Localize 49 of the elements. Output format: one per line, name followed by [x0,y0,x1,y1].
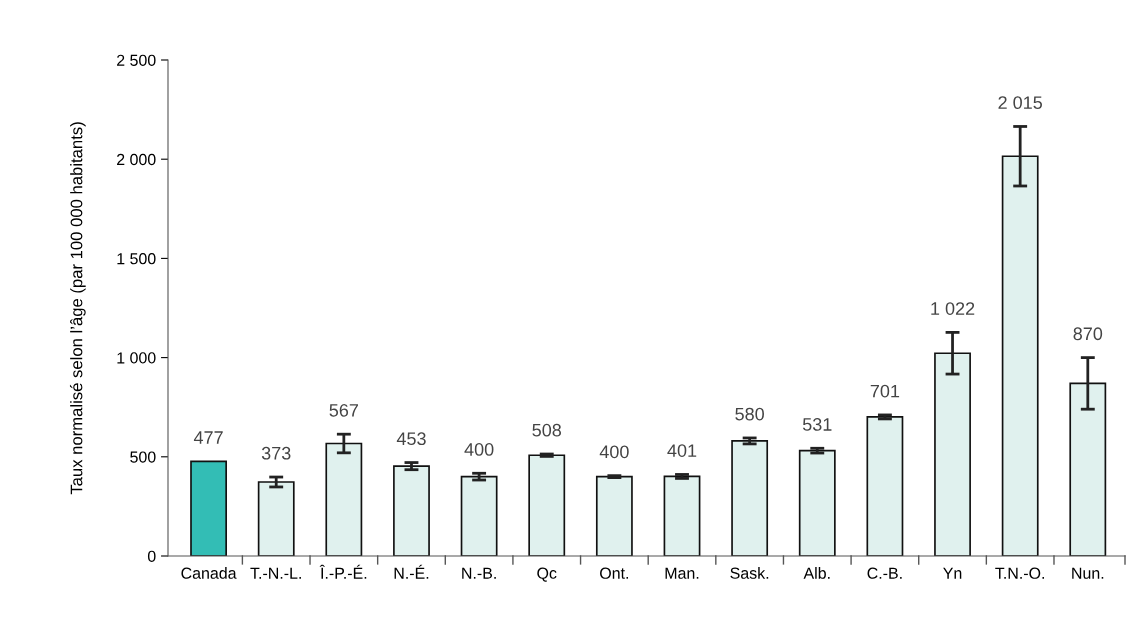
bar [934,352,971,556]
data-label: 453 [396,432,426,446]
y-axis-title: Taux normalisé selon l’âge (par 100 000 habitants) [69,122,86,495]
data-label: 477 [193,431,223,444]
x-tick-label: N.-É. [394,564,429,579]
x-tick-label: Qc [537,567,557,582]
x-tick-label: Canada [181,567,237,579]
x-tick-label: N.-B. [462,567,496,579]
bar [528,454,566,556]
bar [1069,382,1107,556]
x-tick-label: T.-N.-L. [250,567,301,579]
x-tick-label: Man. [665,567,699,579]
data-label: 400 [464,443,494,456]
bar [325,442,363,556]
data-label: 531 [802,418,832,431]
x-tick-label: Nun. [1072,567,1104,579]
x-tick-label: C.-B. [867,567,902,579]
data-label: 1 022 [931,302,975,315]
data-label: 401 [667,444,697,457]
data-label: 567 [329,403,358,417]
data-label: 508 [532,423,562,437]
x-tick-label: T.N.-O. [995,567,1044,579]
data-label: 701 [870,384,900,398]
x-tick-label: Î.-P.-É. [319,564,367,579]
y-tick-label: 2 500 [117,54,156,66]
bar [257,481,295,556]
bar [731,440,769,556]
x-tick-label: Alb. [803,567,830,579]
y-tick-label: 1 500 [117,253,156,265]
x-tick-label: Ont. [600,567,629,579]
x-tick-label: Yn [943,567,962,579]
y-tick-label: 1 000 [117,352,156,364]
data-label: 400 [599,445,629,459]
data-label: 2 015 [998,96,1043,110]
y-tick-label: 0 [147,550,156,562]
y-tick-label: 2 000 [117,153,156,166]
bar [866,416,904,556]
bar [595,475,633,556]
data-label: 870 [1073,327,1103,341]
bar [460,475,498,556]
bar [1001,155,1039,556]
bar [190,460,227,556]
bar [663,475,701,556]
y-tick-label: 500 [130,451,156,463]
bar [798,449,836,556]
data-label: 373 [261,446,291,460]
data-label: 580 [735,407,764,421]
x-tick-label: Sask. [730,567,769,579]
bar [393,465,430,556]
